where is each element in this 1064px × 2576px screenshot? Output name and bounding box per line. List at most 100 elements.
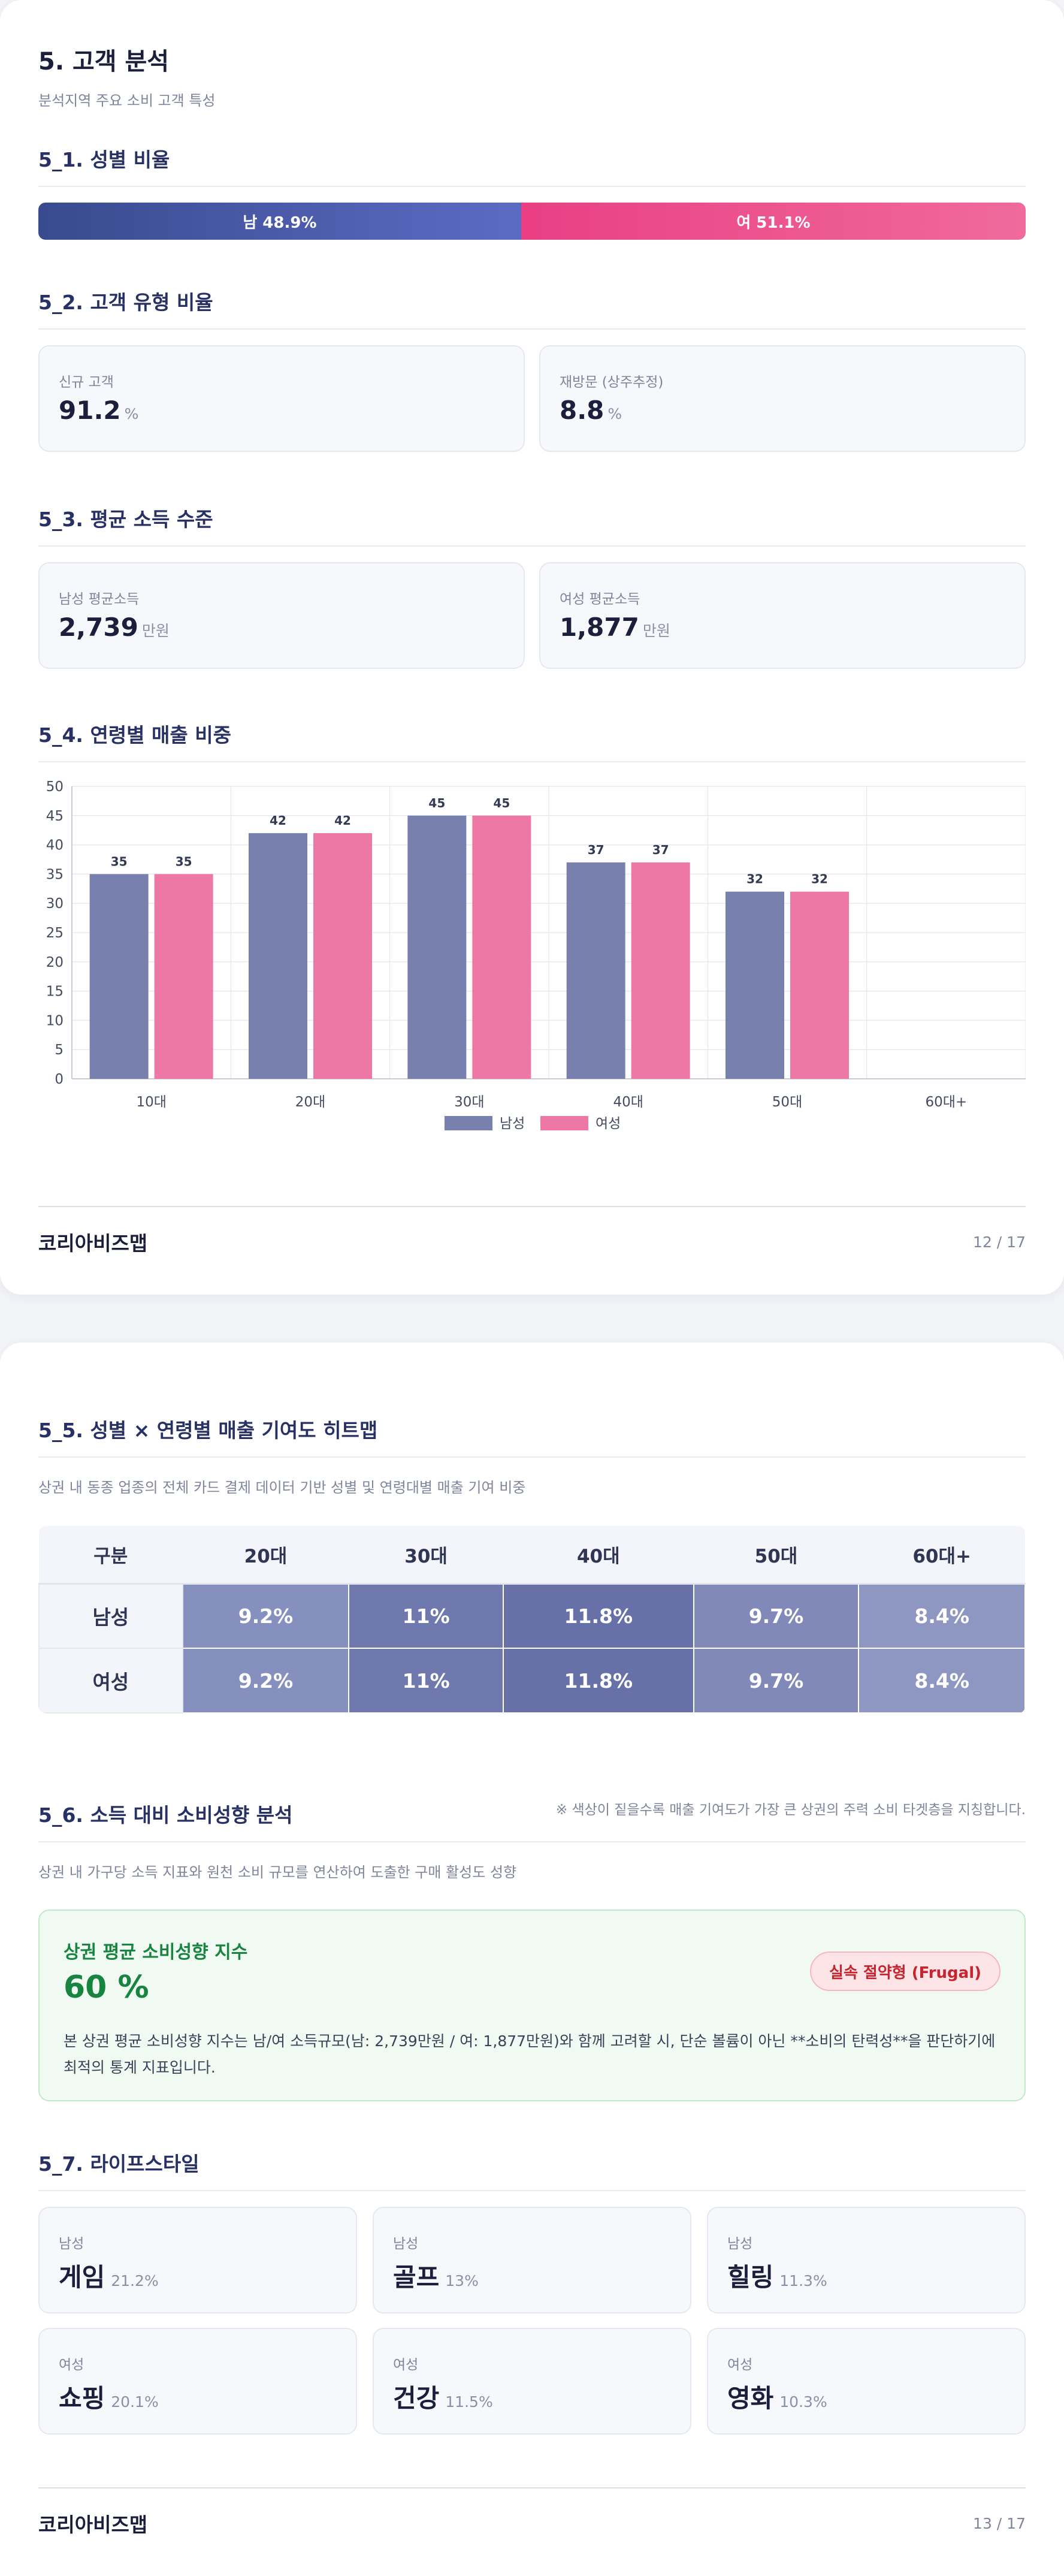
brand-name: 코리아비즈맵 bbox=[38, 2513, 148, 2536]
footer-divider bbox=[38, 1206, 1026, 1207]
y-tick-label: 20 bbox=[46, 955, 64, 970]
card-value: 91.2% bbox=[59, 396, 139, 425]
legend-swatch bbox=[445, 1116, 492, 1130]
column-header: 구분 bbox=[39, 1526, 183, 1585]
y-tick-label: 40 bbox=[46, 838, 64, 853]
page-number: 12 / 17 bbox=[973, 1233, 1026, 1251]
card-label: 신규 고객 bbox=[59, 375, 114, 390]
heatmap-section: 5_5. 성별 × 연령별 매출 기여도 히트맵 상권 내 동종 업종의 전체 … bbox=[38, 1414, 1026, 1818]
column-header: 30대 bbox=[349, 1526, 503, 1585]
heatmap-cell: 11.8% bbox=[502, 1583, 694, 1649]
x-tick-label: 50대 bbox=[772, 1094, 802, 1110]
y-tick-label: 35 bbox=[46, 867, 64, 882]
lifestyle-card: 여성 쇼핑 20.1% bbox=[38, 2328, 357, 2435]
bar-female bbox=[472, 815, 531, 1079]
x-tick-label: 10대 bbox=[136, 1094, 166, 1110]
heatmap-cell: 11.8% bbox=[502, 1648, 694, 1714]
report-page-13: 5_5. 성별 × 연령별 매출 기여도 히트맵 상권 내 동종 업종의 전체 … bbox=[0, 1343, 1064, 2576]
data-label: 37 bbox=[652, 843, 669, 857]
card-label: 남성 평균소득 bbox=[59, 592, 140, 607]
heatmap-cell: 8.4% bbox=[858, 1583, 1026, 1649]
page-subtitle: 분석지역 주요 소비 고객 특성 bbox=[38, 92, 216, 109]
heatmap-cell: 9.7% bbox=[693, 1648, 860, 1714]
section-divider bbox=[38, 2190, 1026, 2191]
brand-name: 코리아비즈맵 bbox=[38, 1232, 148, 1255]
new-customer-card: 신규 고객 91.2% bbox=[38, 345, 525, 452]
section-divider bbox=[38, 186, 1026, 187]
heatmap-note: ※ 색상이 짙을수록 매출 기여도가 가장 큰 상권의 주력 소비 타겟층을 지… bbox=[555, 1802, 1026, 1818]
section-divider bbox=[38, 761, 1026, 762]
female-income-card: 여성 평균소득 1,877 만원 bbox=[539, 562, 1026, 669]
customer-type-section: 5_2. 고객 유형 비율 신규 고객 91.2% 재방문 (상주추정) 8.8… bbox=[38, 286, 1026, 454]
bar-female bbox=[154, 874, 213, 1079]
section-divider bbox=[38, 1841, 1026, 1842]
y-tick-label: 5 bbox=[55, 1042, 64, 1058]
lifestyle-card: 남성 힐링 11.3% bbox=[707, 2207, 1026, 2313]
heatmap-cell: 8.4% bbox=[858, 1648, 1026, 1714]
section-heading: 5_7. 라이프스타일 bbox=[38, 2152, 200, 2176]
data-label: 32 bbox=[811, 872, 828, 886]
section-divider bbox=[38, 545, 1026, 547]
lifestyle-card: 남성 골프 13% bbox=[373, 2207, 691, 2313]
legend-label: 여성 bbox=[596, 1116, 621, 1132]
page-title: 5. 고객 분석 bbox=[38, 48, 170, 76]
footer-divider bbox=[38, 2487, 1026, 2488]
heatmap-cell: 11% bbox=[348, 1583, 504, 1649]
y-tick-label: 0 bbox=[55, 1072, 64, 1087]
card-value: 2,739 만원 bbox=[59, 613, 170, 642]
bar-male bbox=[89, 874, 149, 1079]
page-footer: 코리아비즈맵 13 / 17 bbox=[38, 2487, 1026, 2538]
lifestyle-value: 골프 13% bbox=[393, 2263, 479, 2292]
data-label: 45 bbox=[493, 796, 510, 810]
bar-male bbox=[407, 815, 467, 1079]
female-ratio-segment: 여 51.1% bbox=[521, 203, 1026, 240]
row-header: 여성 bbox=[38, 1648, 183, 1714]
section-heading: 5_3. 평균 소득 수준 bbox=[38, 508, 213, 531]
heatmap-cell: 9.2% bbox=[182, 1648, 350, 1714]
section-description: 상권 내 가구당 소득 지표와 원천 소비 규모를 연산하여 도출한 구매 활성… bbox=[38, 1864, 517, 1881]
section-heading: 5_1. 성별 비율 bbox=[38, 148, 170, 171]
column-header: 40대 bbox=[503, 1526, 694, 1585]
y-tick-label: 25 bbox=[46, 925, 64, 941]
y-tick-label: 30 bbox=[46, 896, 64, 912]
y-tick-label: 45 bbox=[46, 809, 64, 824]
propensity-box-title: 상권 평균 소비성향 지수 bbox=[64, 1942, 248, 1963]
card-value: 8.8% bbox=[560, 396, 622, 425]
lifestyle-value: 게임 21.2% bbox=[59, 2263, 159, 2292]
bar-male bbox=[566, 862, 625, 1079]
x-tick-label: 30대 bbox=[454, 1094, 484, 1110]
legend-swatch bbox=[540, 1116, 588, 1130]
heatmap-cell: 11% bbox=[348, 1648, 504, 1714]
table-row: 남성 9.2% 11% 11.8% 9.7% 8.4% bbox=[38, 1583, 1026, 1649]
bar-female bbox=[790, 891, 849, 1079]
age-sales-chart-area: 0 5 10 15 20 25 30 35 40 45 50 10대 35 35 20대 42 42 30대 45 4… bbox=[38, 779, 1026, 1163]
report-page-12: 5. 고객 분석 분석지역 주요 소비 고객 특성 5_1. 성별 비율 남 4… bbox=[0, 0, 1064, 1295]
lifestyle-card: 여성 영화 10.3% bbox=[707, 2328, 1026, 2435]
x-tick-label: 20대 bbox=[295, 1094, 325, 1110]
income-section: 5_3. 평균 소득 수준 남성 평균소득 2,739 만원 여성 평균소득 1,… bbox=[38, 503, 1026, 671]
column-header: 50대 bbox=[693, 1526, 859, 1585]
lifestyle-gender: 남성 bbox=[59, 2236, 84, 2252]
propensity-type-badge: 실속 절약형 (Frugal) bbox=[810, 1951, 1000, 1991]
lifestyle-gender: 여성 bbox=[59, 2357, 84, 2373]
bar-female bbox=[631, 862, 690, 1079]
gender-age-heatmap: 구분 20대 30대 40대 50대 60대+ 남성 9.2% 11% 11.8… bbox=[38, 1526, 1026, 1714]
lifestyle-value: 힐링 11.3% bbox=[727, 2263, 827, 2292]
heatmap-cell: 9.7% bbox=[693, 1583, 860, 1649]
x-tick-label: 40대 bbox=[613, 1094, 643, 1110]
lifestyle-value: 영화 10.3% bbox=[727, 2384, 827, 2413]
table-row: 여성 9.2% 11% 11.8% 9.7% 8.4% bbox=[38, 1648, 1026, 1714]
lifestyle-value: 건강 11.5% bbox=[393, 2384, 493, 2413]
data-label: 35 bbox=[111, 854, 128, 868]
section-description: 상권 내 동종 업종의 전체 카드 결제 데이터 기반 성별 및 연령대별 매출… bbox=[38, 1479, 526, 1496]
male-income-card: 남성 평균소득 2,739 만원 bbox=[38, 562, 525, 669]
section-heading: 5_2. 고객 유형 비율 bbox=[38, 291, 213, 314]
lifestyle-gender: 남성 bbox=[393, 2236, 419, 2252]
card-label: 재방문 (상주추정) bbox=[560, 375, 664, 390]
age-sales-section: 5_4. 연령별 매출 비중 0 5 10 15 20 25 30 35 40 45 50 10대 35… bbox=[38, 719, 1026, 1175]
y-tick-label: 50 bbox=[46, 779, 64, 795]
page-number: 13 / 17 bbox=[973, 2514, 1026, 2532]
heatmap-cell: 9.2% bbox=[182, 1583, 350, 1649]
gender-section: 5_1. 성별 비율 남 48.9% 여 51.1% bbox=[38, 144, 1026, 240]
bar-female bbox=[313, 833, 372, 1079]
